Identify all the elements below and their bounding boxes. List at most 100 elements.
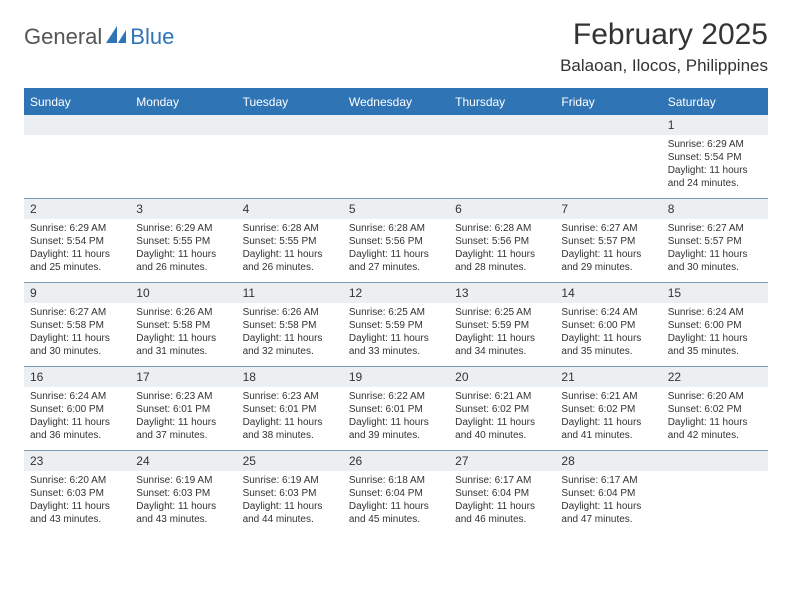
sunset-line: Sunset: 5:55 PM: [243, 235, 337, 248]
day-cell: Sunrise: 6:27 AMSunset: 5:58 PMDaylight:…: [24, 303, 130, 366]
day-number: [555, 115, 661, 135]
month-title: February 2025: [560, 18, 768, 52]
sunrise-line: Sunrise: 6:22 AM: [349, 390, 443, 403]
day-cell: Sunrise: 6:24 AMSunset: 6:00 PMDaylight:…: [24, 387, 130, 450]
day-number: 9: [24, 283, 130, 303]
day-number: 3: [130, 199, 236, 219]
daylight-line: Daylight: 11 hours and 43 minutes.: [30, 500, 124, 526]
daylight-line: Daylight: 11 hours and 46 minutes.: [455, 500, 549, 526]
sunset-line: Sunset: 5:57 PM: [668, 235, 762, 248]
sunset-line: Sunset: 6:03 PM: [243, 487, 337, 500]
sunset-line: Sunset: 5:59 PM: [455, 319, 549, 332]
sunset-line: Sunset: 6:04 PM: [561, 487, 655, 500]
sunset-line: Sunset: 6:01 PM: [349, 403, 443, 416]
day-body-row: Sunrise: 6:20 AMSunset: 6:03 PMDaylight:…: [24, 471, 768, 534]
sunset-line: Sunset: 5:58 PM: [243, 319, 337, 332]
title-block: February 2025 Balaoan, Ilocos, Philippin…: [560, 18, 768, 76]
daylight-line: Daylight: 11 hours and 34 minutes.: [455, 332, 549, 358]
day-cell: Sunrise: 6:25 AMSunset: 5:59 PMDaylight:…: [449, 303, 555, 366]
day-body-row: Sunrise: 6:29 AMSunset: 5:54 PMDaylight:…: [24, 219, 768, 282]
daylight-line: Daylight: 11 hours and 27 minutes.: [349, 248, 443, 274]
day-number: 7: [555, 199, 661, 219]
sunset-line: Sunset: 6:01 PM: [136, 403, 230, 416]
day-number-row: 16171819202122: [24, 367, 768, 387]
day-cell: [555, 135, 661, 198]
day-number: [237, 115, 343, 135]
daylight-line: Daylight: 11 hours and 33 minutes.: [349, 332, 443, 358]
sunset-line: Sunset: 5:56 PM: [455, 235, 549, 248]
day-number: 18: [237, 367, 343, 387]
daylight-line: Daylight: 11 hours and 26 minutes.: [243, 248, 337, 274]
logo-text-blue: Blue: [130, 24, 174, 50]
day-number: 15: [662, 283, 768, 303]
day-cell: Sunrise: 6:19 AMSunset: 6:03 PMDaylight:…: [237, 471, 343, 534]
daylight-line: Daylight: 11 hours and 41 minutes.: [561, 416, 655, 442]
week-row: 1Sunrise: 6:29 AMSunset: 5:54 PMDaylight…: [24, 115, 768, 199]
day-cell: Sunrise: 6:29 AMSunset: 5:54 PMDaylight:…: [24, 219, 130, 282]
day-number: 6: [449, 199, 555, 219]
day-cell: Sunrise: 6:23 AMSunset: 6:01 PMDaylight:…: [130, 387, 236, 450]
day-cell: Sunrise: 6:22 AMSunset: 6:01 PMDaylight:…: [343, 387, 449, 450]
sunrise-line: Sunrise: 6:23 AM: [136, 390, 230, 403]
sunrise-line: Sunrise: 6:17 AM: [455, 474, 549, 487]
sunrise-line: Sunrise: 6:19 AM: [243, 474, 337, 487]
day-number: 24: [130, 451, 236, 471]
day-cell: Sunrise: 6:26 AMSunset: 5:58 PMDaylight:…: [130, 303, 236, 366]
sunset-line: Sunset: 6:00 PM: [668, 319, 762, 332]
day-number: [343, 115, 449, 135]
day-cell: Sunrise: 6:28 AMSunset: 5:55 PMDaylight:…: [237, 219, 343, 282]
calendar-page: General Blue February 2025 Balaoan, Iloc…: [0, 0, 792, 534]
sunset-line: Sunset: 6:02 PM: [561, 403, 655, 416]
day-body-row: Sunrise: 6:27 AMSunset: 5:58 PMDaylight:…: [24, 303, 768, 366]
week-row: 232425262728Sunrise: 6:20 AMSunset: 6:03…: [24, 451, 768, 534]
sunrise-line: Sunrise: 6:20 AM: [668, 390, 762, 403]
dow-monday: Monday: [130, 90, 236, 115]
sunrise-line: Sunrise: 6:29 AM: [30, 222, 124, 235]
sunrise-line: Sunrise: 6:25 AM: [455, 306, 549, 319]
sunrise-line: Sunrise: 6:19 AM: [136, 474, 230, 487]
day-cell: Sunrise: 6:26 AMSunset: 5:58 PMDaylight:…: [237, 303, 343, 366]
sunrise-line: Sunrise: 6:20 AM: [30, 474, 124, 487]
sunrise-line: Sunrise: 6:25 AM: [349, 306, 443, 319]
daylight-line: Daylight: 11 hours and 30 minutes.: [668, 248, 762, 274]
day-cell: Sunrise: 6:28 AMSunset: 5:56 PMDaylight:…: [449, 219, 555, 282]
daylight-line: Daylight: 11 hours and 32 minutes.: [243, 332, 337, 358]
sunrise-line: Sunrise: 6:24 AM: [668, 306, 762, 319]
day-number: 16: [24, 367, 130, 387]
day-number: 27: [449, 451, 555, 471]
daylight-line: Daylight: 11 hours and 29 minutes.: [561, 248, 655, 274]
sunset-line: Sunset: 6:00 PM: [30, 403, 124, 416]
day-number: 10: [130, 283, 236, 303]
sunset-line: Sunset: 6:03 PM: [30, 487, 124, 500]
day-number: 2: [24, 199, 130, 219]
sail-icon: [106, 26, 128, 49]
weeks-container: 1Sunrise: 6:29 AMSunset: 5:54 PMDaylight…: [24, 115, 768, 534]
day-number: [130, 115, 236, 135]
day-number-row: 9101112131415: [24, 283, 768, 303]
sunset-line: Sunset: 5:56 PM: [349, 235, 443, 248]
day-of-week-header: Sunday Monday Tuesday Wednesday Thursday…: [24, 90, 768, 115]
sunrise-line: Sunrise: 6:27 AM: [668, 222, 762, 235]
sunset-line: Sunset: 6:04 PM: [349, 487, 443, 500]
day-number: 8: [662, 199, 768, 219]
daylight-line: Daylight: 11 hours and 42 minutes.: [668, 416, 762, 442]
day-cell: Sunrise: 6:20 AMSunset: 6:02 PMDaylight:…: [662, 387, 768, 450]
calendar-grid: Sunday Monday Tuesday Wednesday Thursday…: [24, 88, 768, 534]
daylight-line: Daylight: 11 hours and 44 minutes.: [243, 500, 337, 526]
sunset-line: Sunset: 5:58 PM: [30, 319, 124, 332]
day-cell: [449, 135, 555, 198]
sunset-line: Sunset: 6:03 PM: [136, 487, 230, 500]
sunrise-line: Sunrise: 6:26 AM: [136, 306, 230, 319]
sunrise-line: Sunrise: 6:18 AM: [349, 474, 443, 487]
daylight-line: Daylight: 11 hours and 31 minutes.: [136, 332, 230, 358]
dow-saturday: Saturday: [662, 90, 768, 115]
sunrise-line: Sunrise: 6:24 AM: [561, 306, 655, 319]
header: General Blue February 2025 Balaoan, Iloc…: [24, 18, 768, 76]
sunrise-line: Sunrise: 6:17 AM: [561, 474, 655, 487]
sunset-line: Sunset: 5:55 PM: [136, 235, 230, 248]
dow-tuesday: Tuesday: [237, 90, 343, 115]
day-number-row: 232425262728: [24, 451, 768, 471]
dow-sunday: Sunday: [24, 90, 130, 115]
day-cell: Sunrise: 6:21 AMSunset: 6:02 PMDaylight:…: [449, 387, 555, 450]
day-number: 13: [449, 283, 555, 303]
